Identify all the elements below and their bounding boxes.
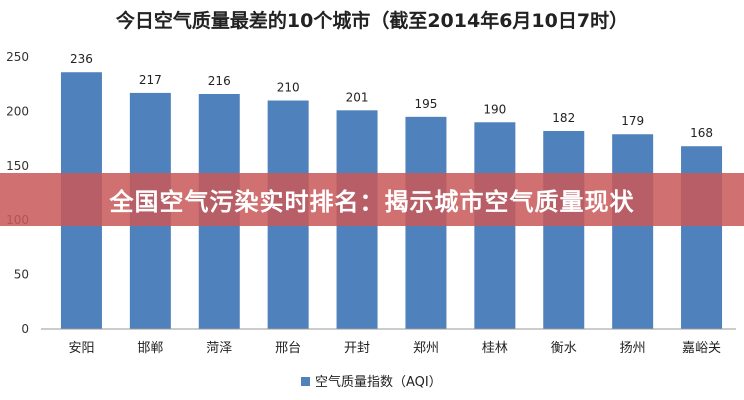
- x-tick-label: 邢台: [275, 341, 301, 356]
- bar-value-label: 179: [621, 114, 644, 128]
- y-tick-label: 0: [21, 322, 29, 336]
- x-tick-label: 安阳: [68, 341, 94, 356]
- banner-text: 全国空气污染实时排名：揭示城市空气质量现状: [109, 188, 635, 216]
- bar-value-label: 216: [208, 74, 231, 88]
- legend: 空气质量指数（AQI）: [301, 374, 442, 390]
- bar-value-label: 190: [483, 102, 506, 116]
- x-tick-label: 开封: [344, 341, 370, 356]
- bar-value-label: 217: [139, 73, 162, 87]
- y-tick-label: 250: [6, 50, 29, 64]
- x-tick-label: 菏泽: [206, 341, 232, 356]
- bar-value-label: 210: [277, 81, 300, 95]
- y-tick-label: 150: [6, 159, 29, 173]
- x-axis: 安阳 邯郸 菏泽 邢台 开封 郑州 桂林 衡水 扬州 嘉峪关: [41, 328, 736, 356]
- x-tick-label: 扬州: [620, 341, 646, 356]
- overlay-banner: 全国空气污染实时排名：揭示城市空气质量现状: [0, 173, 744, 226]
- bar-value-label: 195: [414, 97, 437, 111]
- y-tick-label: 200: [6, 104, 29, 118]
- x-tick-label: 衡水: [551, 341, 577, 356]
- y-tick-label: 50: [14, 268, 29, 282]
- value-labels: 236 217 216 210 201 195 190 182 179 168: [70, 52, 713, 140]
- x-tick-label: 桂林: [482, 341, 508, 356]
- bar-value-label: 236: [70, 52, 93, 66]
- x-tick-label: 邯郸: [137, 341, 163, 356]
- bar-value-label: 201: [346, 90, 369, 104]
- legend-label: 空气质量指数（AQI）: [315, 374, 442, 390]
- bar: [543, 130, 585, 329]
- bar-value-label: 168: [690, 126, 713, 140]
- x-tick-label: 嘉峪关: [682, 341, 721, 356]
- bar-value-label: 182: [552, 111, 575, 125]
- bar: [612, 134, 654, 329]
- chart-title: 今日空气质量最差的10个城市（截至2014年6月10日7时）: [115, 9, 628, 32]
- x-tick-label: 郑州: [413, 341, 439, 356]
- legend-swatch: [301, 377, 310, 386]
